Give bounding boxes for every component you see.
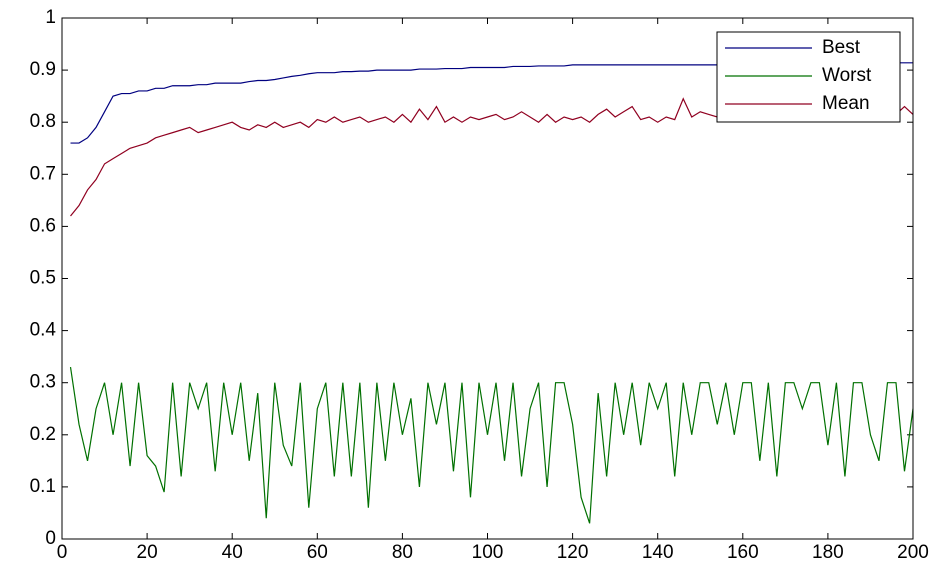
x-tick-label: 120: [557, 542, 589, 563]
y-tick-label: 0.6: [30, 215, 56, 236]
y-tick-label: 0.7: [30, 163, 56, 184]
y-tick-label: 0.4: [30, 320, 57, 341]
x-tick-label: 140: [642, 542, 674, 563]
y-tick-label: 0.5: [30, 268, 56, 289]
y-tick-label: 0: [45, 528, 56, 549]
x-tick-label: 0: [57, 542, 68, 563]
legend: Best Worst Mean: [716, 31, 901, 123]
legend-label: Mean: [822, 93, 870, 114]
legend-label: Best: [822, 37, 861, 58]
y-tick-label: 0.1: [30, 476, 56, 497]
x-tick-label: 100: [472, 542, 504, 563]
x-tick-label: 80: [392, 542, 413, 563]
legend-box: [716, 31, 901, 123]
y-tick-label: 0.2: [30, 424, 56, 445]
x-tick-label: 160: [727, 542, 759, 563]
y-tick-label: 0.8: [30, 111, 56, 132]
x-tick-label: 180: [812, 542, 844, 563]
y-tick-label: 1: [45, 7, 56, 28]
axes-box: [61, 17, 914, 540]
x-tick-label: 20: [137, 542, 158, 563]
series-line: [69, 366, 914, 524]
x-tick-label: 40: [222, 542, 243, 563]
x-tick-label: 200: [897, 542, 929, 563]
x-tick-label: 60: [307, 542, 328, 563]
y-tick-label: 0.3: [30, 372, 56, 393]
y-tick-label: 0.9: [30, 59, 56, 80]
legend-label: Worst: [822, 65, 872, 86]
